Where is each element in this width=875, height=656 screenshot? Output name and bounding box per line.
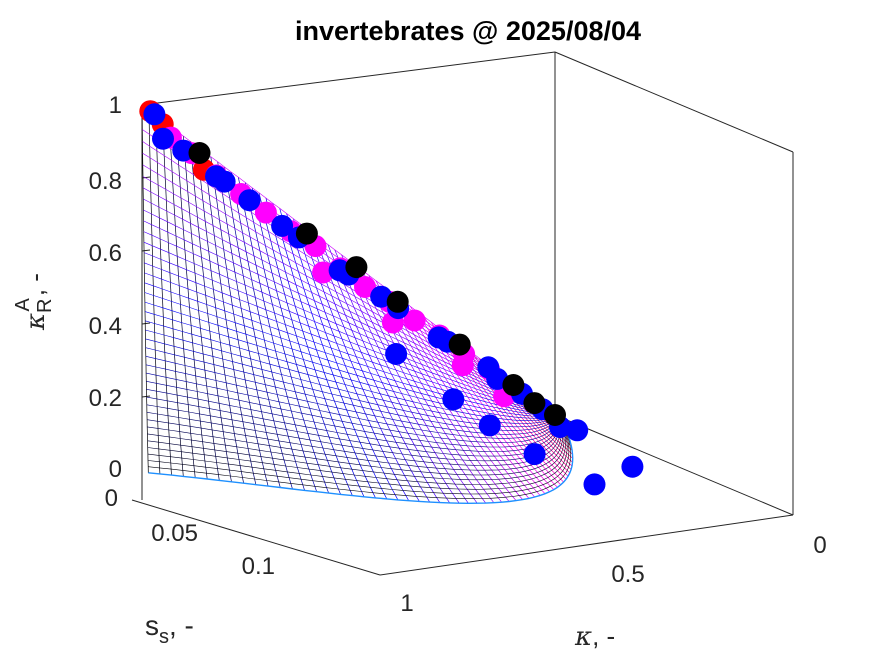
point-blue — [370, 285, 393, 308]
surface-line — [145, 338, 559, 424]
point-blue — [213, 170, 236, 193]
point-magenta — [451, 354, 474, 377]
surface-line — [145, 320, 559, 419]
z-tick-label: 0.2 — [89, 385, 122, 412]
point-black — [523, 392, 546, 415]
surface-line — [144, 311, 559, 417]
surface-line — [145, 356, 560, 431]
point-magenta — [254, 201, 277, 224]
point-blue — [385, 343, 408, 365]
surface-line — [147, 417, 562, 471]
z-tick-label: 0.4 — [89, 313, 122, 340]
point-blue — [238, 189, 261, 212]
surface-line — [145, 329, 559, 421]
y-ticks: 0 0.05 0.1 — [105, 485, 275, 580]
point-blue — [152, 127, 174, 150]
z-tick-label: 0 — [109, 456, 122, 483]
surface-line — [147, 417, 570, 495]
point-black — [188, 142, 211, 164]
point-blue — [172, 139, 195, 162]
point-black — [386, 290, 409, 313]
surface-line — [145, 347, 559, 428]
x-tick-label: 0 — [813, 532, 826, 559]
y-tick-label: 0.1 — [242, 553, 275, 580]
surface-line — [146, 389, 560, 448]
point-blue — [523, 443, 546, 466]
surface-line — [147, 417, 568, 490]
x-ticks: 0 0.5 1 — [400, 532, 826, 617]
scatter-points — [139, 100, 644, 496]
x-axis-line — [379, 514, 794, 576]
point-black — [345, 256, 368, 279]
z-tick-label: 0.8 — [89, 168, 122, 195]
z-tick-label: 0.6 — [89, 240, 122, 267]
point-blue — [478, 414, 501, 437]
surface-line — [146, 372, 560, 439]
z-tick-label: 1 — [109, 92, 122, 119]
surface-line — [146, 404, 561, 457]
point-black — [295, 222, 318, 245]
surface-line — [146, 381, 560, 443]
back-top-left-edge — [141, 51, 556, 106]
point-blue — [143, 103, 166, 126]
point-black — [544, 404, 566, 426]
surface-line — [144, 301, 558, 417]
z-tick-mark — [141, 249, 151, 252]
z-axis-label: κRA, - — [12, 273, 56, 331]
point-blue — [621, 455, 644, 478]
surface-line — [146, 412, 561, 462]
chart-title: invertebrates @ 2025/08/04 — [295, 16, 641, 46]
x-tick-label: 0.5 — [611, 561, 644, 588]
x-tick-label: 1 — [400, 590, 413, 617]
point-blue — [583, 473, 606, 496]
surface-line — [144, 282, 558, 417]
y-axis-label: ss, - — [145, 610, 194, 648]
point-blue — [271, 214, 294, 237]
z-tick-mark — [141, 395, 151, 398]
surface-line — [147, 417, 561, 466]
surface-line — [148, 417, 571, 499]
surface-boundary-curve — [148, 417, 574, 505]
surface-line — [144, 292, 558, 417]
point-blue — [442, 388, 465, 411]
back-top-right-edge — [554, 51, 794, 153]
point-magenta — [354, 276, 376, 298]
surface-line — [147, 417, 566, 485]
point-magenta — [312, 261, 335, 284]
surface-line — [146, 396, 560, 452]
y-tick-label: 0.05 — [151, 520, 198, 547]
surface-line — [145, 364, 560, 435]
z-tick-mark — [141, 322, 151, 325]
surface-line — [147, 417, 565, 481]
point-blue — [566, 419, 589, 442]
y-axis-line — [131, 499, 381, 576]
point-black — [448, 333, 471, 356]
back-floor-right-edge — [554, 414, 794, 516]
point-magenta — [403, 309, 426, 332]
axes-box — [131, 51, 794, 576]
point-black — [502, 374, 525, 396]
x-axis-label: κ, - — [574, 621, 615, 652]
svg-text:κRA, -: κRA, - — [12, 273, 56, 331]
surface-line — [147, 417, 564, 476]
surface-line — [144, 272, 558, 417]
y-tick-label: 0 — [105, 485, 118, 512]
